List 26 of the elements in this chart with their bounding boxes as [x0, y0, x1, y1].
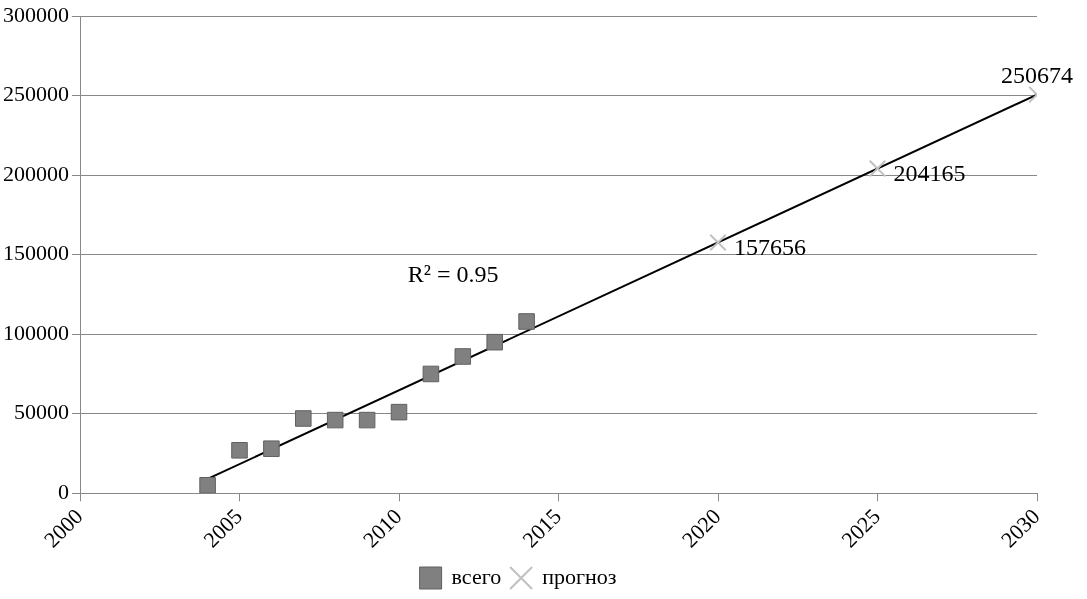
data-label: 250674 — [1001, 61, 1073, 88]
point — [709, 233, 727, 252]
annotation: R² = 0.95 — [407, 261, 499, 288]
point — [231, 442, 248, 459]
legend-label: всего — [451, 563, 502, 589]
point — [422, 365, 440, 383]
y-tick-label: 0 — [58, 479, 69, 504]
point — [295, 410, 312, 427]
data-label: 157656 — [734, 233, 806, 260]
y-tick-label: 50000 — [14, 399, 69, 425]
point — [199, 476, 216, 494]
point — [486, 333, 503, 351]
legend-label: прогноз — [542, 563, 617, 589]
y-tick-label: 150000 — [3, 240, 69, 266]
point — [518, 313, 535, 330]
y-tick-label: 200000 — [3, 160, 69, 186]
point — [263, 440, 280, 457]
point — [868, 159, 887, 178]
data-label: 204165 — [893, 159, 966, 186]
point — [454, 348, 472, 365]
y-tick-label: 300000 — [3, 1, 69, 27]
y-tick-label: 250000 — [3, 81, 69, 107]
point — [358, 411, 376, 429]
point — [390, 403, 408, 421]
point — [326, 411, 344, 429]
y-tick-label: 100000 — [3, 319, 69, 345]
